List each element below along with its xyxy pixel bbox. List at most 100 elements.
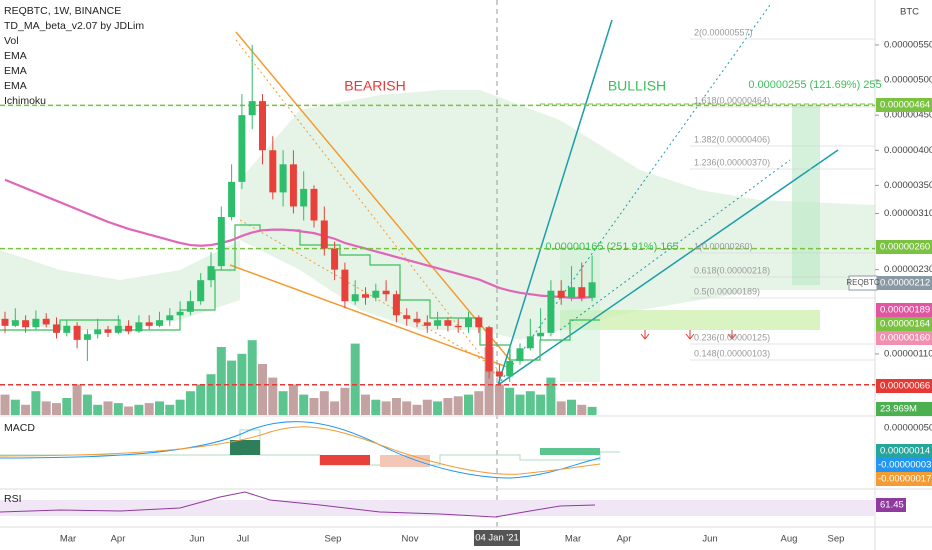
volume-bar [31,391,41,415]
candle-body [166,315,174,321]
candle-body [362,294,369,298]
candle-body [32,318,40,328]
y-tick-label: 0.00000500 [884,75,932,86]
volume-bar [309,398,319,415]
price-badge-label: 0.00000212 [880,278,930,289]
volume-bar [196,384,206,415]
candle-body [588,282,596,298]
annotation: 0.00000255 (121.69%) 255 [748,79,881,91]
candle-body [238,115,246,182]
volume-bar [371,399,381,415]
volume-bar [247,340,257,415]
candle-body [22,320,30,328]
volume-bar [453,396,463,415]
volume-bar [288,384,298,415]
candle-body [228,181,236,217]
candle-body [156,320,163,326]
x-tick-label: Apr [111,534,126,545]
candle-body [145,322,153,326]
badge [876,498,906,512]
volume-bar [21,404,31,415]
volume-bar [103,401,113,415]
trend-line [239,219,501,371]
volume-bar [464,394,473,415]
volume-bar [484,347,494,415]
candle-body [125,325,133,332]
volume-bar [536,394,546,415]
badge [876,458,932,472]
y-tick-label: 0.00000550 [884,39,932,50]
candle-body [53,324,60,333]
ema-line [4,178,593,299]
volume-bar [52,403,61,415]
indicator: EMA [4,50,27,62]
price-badge-label: 0.00000164 [880,319,930,330]
volume-bar [216,347,226,415]
candle-body [186,301,194,312]
volume-bar [587,406,597,415]
price-badge [876,402,932,416]
macd-label: 0.00000014 [880,446,930,457]
volume-bar [443,398,453,415]
candle-body [114,325,122,333]
price-badge [876,317,932,331]
candle-body [403,315,411,319]
fib-label: 1(0.00000260) [694,241,753,251]
indicator: EMA [4,80,27,92]
volume-bar [299,394,309,415]
y-tick-label: 0.00000230 [884,264,932,275]
trend-line [497,19,613,386]
candle-body [495,371,503,377]
candle-body [176,311,184,316]
candle-body [382,290,390,295]
candle-body [289,164,297,207]
price-badge [876,98,932,112]
cursor-badge [474,530,520,546]
candle-body [259,101,266,151]
candle-body [557,290,565,298]
volume-bar [10,399,20,415]
cloud [240,90,875,340]
candle-body [392,294,400,316]
candle-body [320,220,328,249]
trend-line [235,39,501,381]
annotation: 0.00000165 (251.91%) 165 [545,241,678,253]
candle-body [197,280,205,302]
volume-bar [155,401,164,415]
annotation: BULLISH [608,78,666,94]
candle-body [506,360,514,377]
projection [792,105,820,285]
x-tick-label: Mar [565,534,581,545]
candle-body [341,269,349,302]
candle-body [413,318,421,323]
candle-body [485,327,493,372]
volume-bar [577,404,587,415]
projection [560,310,820,330]
indicator: Ichimoku [4,95,46,107]
candle-body [331,248,339,270]
candle-body [372,290,380,298]
volume-bar [433,401,443,415]
x-tick-label: Aug [781,534,798,545]
macd-label: -0.00000003 [878,460,931,471]
rsi-label: 61.45 [880,500,904,511]
volume-bar [93,404,103,415]
symbol-tag [848,275,878,291]
volume-bar [515,394,525,415]
candle-body [578,287,586,298]
badge [876,472,932,486]
fib-label: 0.618(0.00000218) [694,265,770,275]
candle-body [1,318,9,326]
macd-axis-label: 0.00000050 [884,423,932,434]
macd-hist [0,429,620,466]
macd-label: -0.00000017 [878,474,931,485]
volume-bar [72,384,82,415]
candle-body [475,317,483,328]
fib-label: 1.382(0.00000406) [694,134,770,144]
candle-body [516,348,524,361]
candle-body [11,320,19,326]
price-badge [876,331,932,345]
volume-bar [113,403,123,415]
volume-bar [567,399,576,415]
x-tick-label: Jun [189,534,204,545]
